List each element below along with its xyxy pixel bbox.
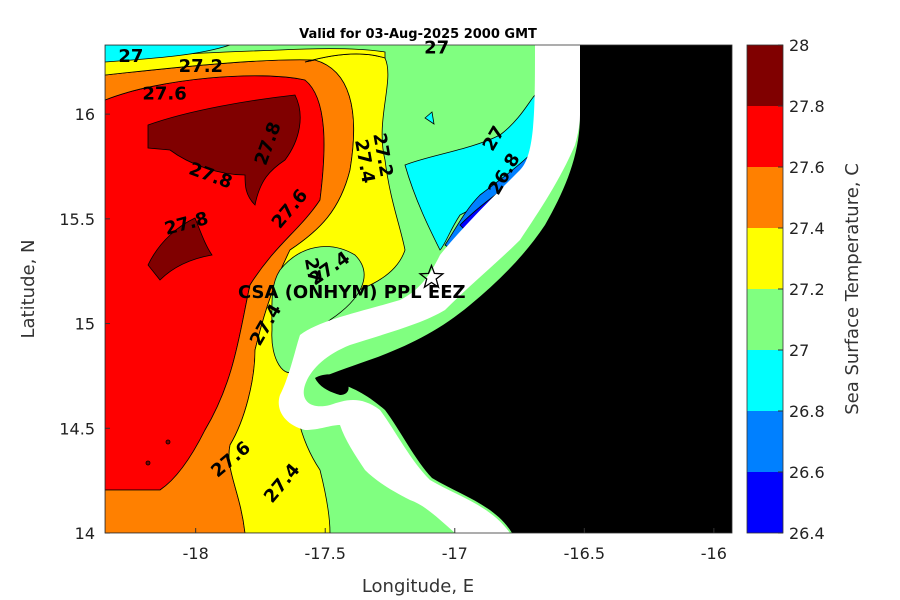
- colorbar-swatch: [747, 472, 783, 533]
- colorbar-tick-label: 27.2: [789, 280, 825, 299]
- colorbar-swatch: [747, 289, 783, 350]
- colorbar-tick-label: 26.6: [789, 463, 825, 482]
- sst-region-27.8-28-south: [147, 217, 213, 281]
- x-tick-label: -17.5: [305, 544, 346, 563]
- colorbar-tick-label: 28: [789, 36, 809, 55]
- y-tick-label: 14.5: [59, 419, 95, 438]
- x-tick-label: -16: [701, 544, 727, 563]
- cap-vert-tip: [315, 374, 349, 395]
- land-mass: [320, 45, 732, 533]
- contour-label: 27: [300, 256, 325, 284]
- sst-region-26.8-27-topleft: [105, 45, 231, 63]
- y-tick-label: 15: [75, 315, 95, 334]
- colorbar-tick-label: 27.4: [789, 219, 825, 238]
- contour-label: 27: [424, 37, 449, 58]
- colorbar-swatch: [747, 106, 783, 167]
- colorbar-swatch: [747, 228, 783, 289]
- x-axis-label: Longitude, E: [362, 576, 474, 597]
- station-label: CSA (ONHYM) PPL EEZ: [238, 282, 466, 303]
- plot-area: [105, 45, 732, 533]
- y-tick-label: 15.5: [59, 210, 95, 229]
- colorbar-tick-label: 27.8: [789, 97, 825, 116]
- colorbar-swatch: [747, 350, 783, 411]
- contour-label: 27.2: [179, 56, 223, 77]
- y-axis: 14 14.5 15 15.5 16 Latitude, N: [18, 105, 110, 543]
- plot-frame: [104, 44, 733, 534]
- colorbar-tick-label: 27.6: [789, 158, 825, 177]
- colorbar-label: Sea Surface Temperature, C: [842, 163, 863, 415]
- contour-label: 27: [118, 46, 143, 67]
- map-title: Valid for 03-Aug-2025 2000 GMT: [299, 27, 537, 42]
- colorbar-swatch: [747, 411, 783, 472]
- colorbar-swatch: [747, 167, 783, 228]
- y-tick-label: 14: [75, 524, 95, 543]
- colorbar-tick-label: 26.4: [789, 524, 825, 543]
- sst-region-26.8-27-small: [424, 111, 435, 125]
- colorbar-tick-label: 27: [789, 341, 809, 360]
- colorbar-swatch: [747, 45, 783, 106]
- x-tick-label: -18: [183, 544, 209, 563]
- x-axis: -18 -17.5 -17 -16.5 -16 Longitude, E: [183, 528, 727, 597]
- y-axis-label: Latitude, N: [18, 240, 39, 339]
- x-tick-label: -16.5: [564, 544, 605, 563]
- colorbar: 26.4 26.6 26.8 27 27.2 27.4 27.6 27.8 28 Sea Sur…: [746, 36, 863, 543]
- x-tick-label: -17: [442, 544, 468, 563]
- star-icon: [418, 263, 445, 289]
- island-dot: [165, 439, 171, 445]
- coastal-mask: [278, 45, 582, 533]
- sst-region-27.8-28-north: [147, 94, 301, 206]
- station-marker: CSA (ONHYM) PPL EEZ: [238, 263, 466, 303]
- colorbar-tick-label: 26.8: [789, 402, 825, 421]
- y-tick-label: 16: [75, 105, 95, 124]
- island-dot: [145, 460, 151, 466]
- contour-label: 27.6: [142, 83, 186, 104]
